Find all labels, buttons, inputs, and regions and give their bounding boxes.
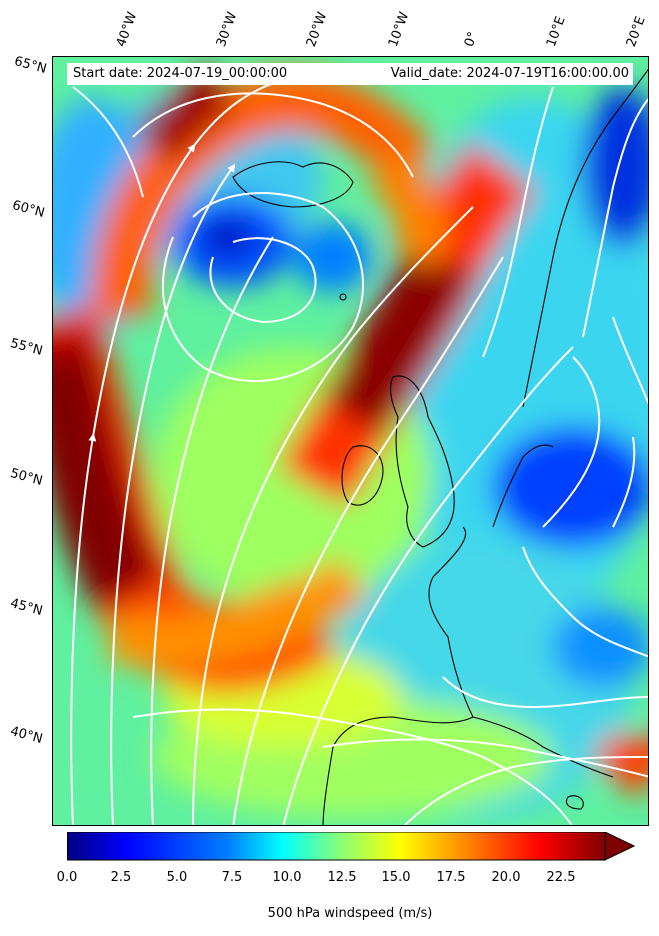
tick-6: 15.0 (381, 870, 411, 885)
colorbar-svg (66, 831, 636, 861)
lon-label-0: 0° (461, 29, 482, 49)
tick-3: 7.5 (221, 870, 243, 885)
map-canvas (53, 57, 648, 825)
date-infobox: Start date: 2024-07-19_00:00:00 Valid_da… (67, 63, 633, 85)
tick-8: 20.0 (491, 870, 521, 885)
lon-label-10e: 10°E (543, 14, 569, 50)
lat-label-65n: 65°N (12, 54, 49, 77)
windspeed-field (53, 64, 648, 817)
tick-4: 10.0 (272, 870, 302, 885)
lon-label-40w: 40°W (113, 10, 141, 49)
windspeed-map: Start date: 2024-07-19_00:00:00 Valid_da… (52, 56, 649, 826)
colorbar-extend-arrow (604, 831, 636, 861)
tick-2: 5.0 (166, 870, 188, 885)
tick-7: 17.5 (436, 870, 466, 885)
colorbar-label: 500 hPa windspeed (m/s) (267, 906, 433, 921)
tick-5: 12.5 (327, 870, 357, 885)
tick-0: 0.0 (56, 870, 78, 885)
lat-label-60n: 60°N (10, 198, 47, 221)
valid-date: Valid_date: 2024-07-19T16:00:00.00 (390, 66, 629, 81)
streamlines (70, 76, 648, 825)
colorbar (66, 831, 636, 862)
lon-label-20w: 20°W (303, 10, 331, 49)
lon-label-10w: 10°W (385, 10, 413, 49)
lat-label-50n: 50°N (8, 466, 45, 489)
lat-label-40n: 40°N (8, 724, 45, 747)
lon-label-20e: 20°E (623, 14, 649, 50)
start-date: Start date: 2024-07-19_00:00:00 (73, 66, 288, 81)
lat-label-55n: 55°N (8, 336, 45, 359)
tick-9: 22.5 (546, 870, 576, 885)
coastlines (232, 68, 648, 825)
tick-1: 2.5 (110, 870, 132, 885)
lon-label-30w: 30°W (213, 10, 241, 49)
lat-label-45n: 45°N (8, 596, 45, 619)
colorbar-gradient (66, 831, 606, 861)
